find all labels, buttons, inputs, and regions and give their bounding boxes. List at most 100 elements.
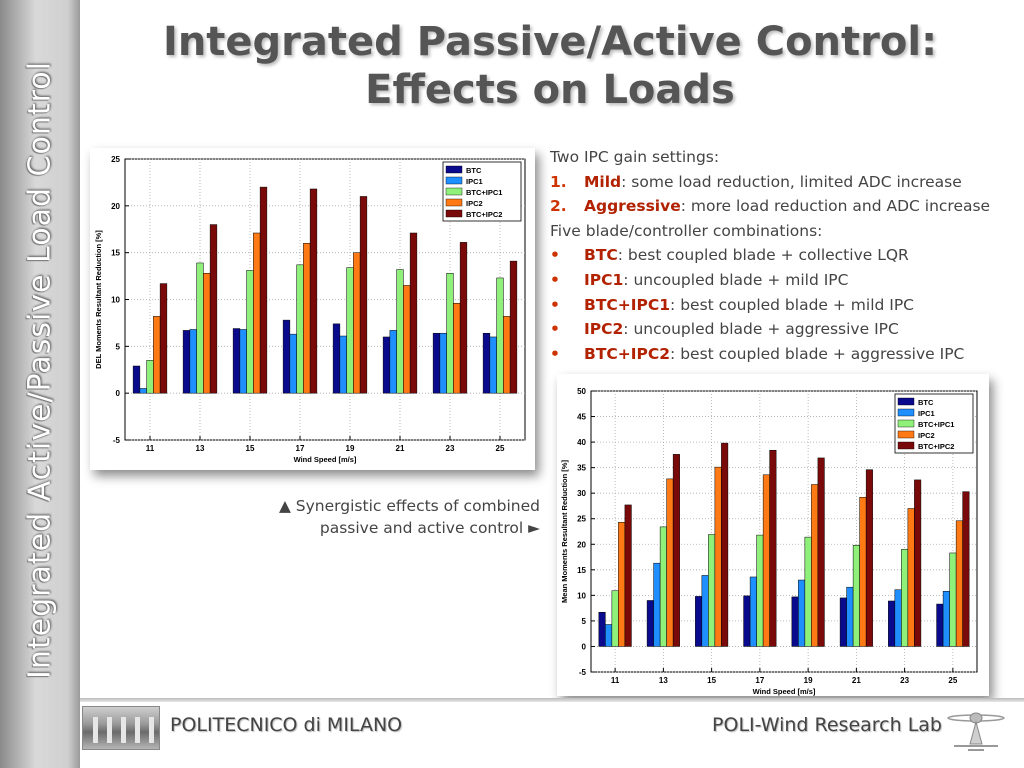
bar — [659, 526, 667, 647]
legend-label: IPC1 — [918, 409, 935, 418]
bar — [721, 442, 729, 647]
combo-item-ipc2: • IPC2: uncoupled blade + aggressive IPC — [550, 317, 1020, 342]
bullet-marker: • — [550, 246, 560, 265]
photo-column — [149, 717, 154, 743]
bar — [811, 484, 819, 647]
x-tick-label: 21 — [396, 444, 405, 453]
bar — [756, 534, 764, 647]
bar — [382, 336, 391, 394]
combo-keyword: IPC2 — [584, 320, 624, 339]
bar — [459, 242, 468, 394]
bar — [496, 277, 504, 394]
combo-text: : best coupled blade + aggressive IPC — [670, 344, 965, 363]
bar — [708, 534, 716, 647]
legend-swatch — [897, 419, 915, 428]
bar — [196, 262, 204, 394]
bar — [618, 522, 626, 647]
slide-title-line2: Effects on Loads — [365, 67, 735, 113]
bar — [749, 576, 757, 647]
y-tick-label: -5 — [579, 668, 587, 677]
bar — [907, 508, 915, 647]
combo-keyword: BTC — [584, 246, 618, 265]
bar — [453, 302, 461, 394]
x-tick-label: 23 — [446, 444, 455, 453]
x-tick-label: 15 — [707, 676, 716, 685]
bar — [189, 329, 197, 394]
x-tick-label: 23 — [900, 676, 909, 685]
footer-divider — [80, 698, 1024, 702]
gain-text: : more load reduction and ADC increase — [680, 197, 991, 216]
del-chart-box: -5 0 5 10 15 20 25 11 13 15 17 19 21 23 25 Wind Speed [… — [90, 148, 535, 470]
y-tick-label: 0 — [582, 642, 587, 651]
bar — [396, 269, 404, 394]
x-tick-label: 13 — [659, 676, 668, 685]
bar — [859, 497, 867, 647]
gain-keyword: Aggressive — [584, 197, 681, 216]
bar — [598, 611, 606, 647]
bar — [695, 596, 703, 647]
bar — [791, 596, 799, 647]
legend-label: IPC1 — [466, 177, 483, 186]
bar — [339, 335, 347, 394]
x-tick-label: 11 — [146, 444, 155, 453]
y-tick-label: 15 — [577, 566, 586, 575]
bar — [489, 336, 497, 394]
gain-item-aggressive: 2. Aggressive: more load reduction and AD… — [550, 194, 1020, 219]
y-tick-label: 20 — [577, 540, 586, 549]
bar — [894, 589, 902, 647]
legend-label: BTC+IPC1 — [918, 420, 954, 429]
sidebar-band: Integrated Active/Passive Load Control — [0, 0, 80, 768]
combo-item-ipc1: • IPC1: uncoupled blade + mild IPC — [550, 268, 1020, 293]
bar — [409, 232, 418, 394]
combo-keyword: BTC+IPC1 — [584, 295, 671, 314]
bar — [666, 478, 674, 647]
bar — [439, 332, 447, 394]
bar — [624, 504, 632, 647]
bar — [942, 591, 950, 647]
legend-label: IPC2 — [918, 431, 935, 440]
y-tick-label: 40 — [577, 438, 586, 447]
legend-label: BTC+IPC2 — [466, 210, 502, 219]
legend-label: IPC2 — [466, 199, 483, 208]
bar — [762, 474, 770, 647]
caption-line2: passive and active control ► — [319, 519, 540, 537]
x-tick-label: 19 — [346, 444, 355, 453]
bar — [132, 365, 141, 394]
y-tick-label: 20 — [111, 202, 120, 211]
legend-swatch — [897, 397, 915, 406]
combo-text: : uncoupled blade + mild IPC — [623, 270, 849, 289]
bullet-list: Two IPC gain settings: 1. Mild: some load… — [550, 145, 1020, 366]
y-tick-label: 45 — [577, 413, 586, 422]
bar — [482, 332, 491, 394]
bar — [955, 520, 963, 647]
bar — [701, 575, 709, 647]
gain-text: : some load reduction, limited ADC incre… — [621, 172, 962, 191]
x-tick-label: 15 — [246, 444, 255, 453]
bar — [332, 323, 341, 394]
legend-swatch — [445, 165, 463, 174]
y-tick-label: 5 — [116, 342, 121, 351]
x-axis-label: Wind Speed [m/s] — [753, 687, 816, 696]
combo-keyword: BTC+IPC2 — [584, 344, 671, 363]
photo-column — [107, 717, 112, 743]
bar — [503, 316, 511, 394]
bar — [936, 603, 944, 647]
bar — [239, 329, 247, 394]
y-tick-label: 50 — [577, 387, 586, 396]
bar — [839, 597, 847, 647]
bar — [209, 224, 218, 394]
bar — [714, 466, 722, 647]
legend-swatch — [897, 408, 915, 417]
combo-keyword: IPC1 — [584, 270, 624, 289]
del-reduction-chart: -5 0 5 10 15 20 25 11 13 15 17 19 21 23 25 Wind Speed [… — [94, 155, 526, 464]
y-tick-label: 0 — [116, 389, 121, 398]
lab-name: POLI-Wind Research Lab — [712, 714, 942, 736]
bar — [901, 549, 909, 647]
bar — [852, 545, 860, 647]
x-tick-label: 11 — [611, 676, 620, 685]
bar — [182, 330, 191, 394]
y-tick-label: 30 — [577, 489, 586, 498]
bar — [282, 319, 291, 394]
y-tick-label: 15 — [111, 249, 120, 258]
x-tick-label: 25 — [496, 444, 505, 453]
